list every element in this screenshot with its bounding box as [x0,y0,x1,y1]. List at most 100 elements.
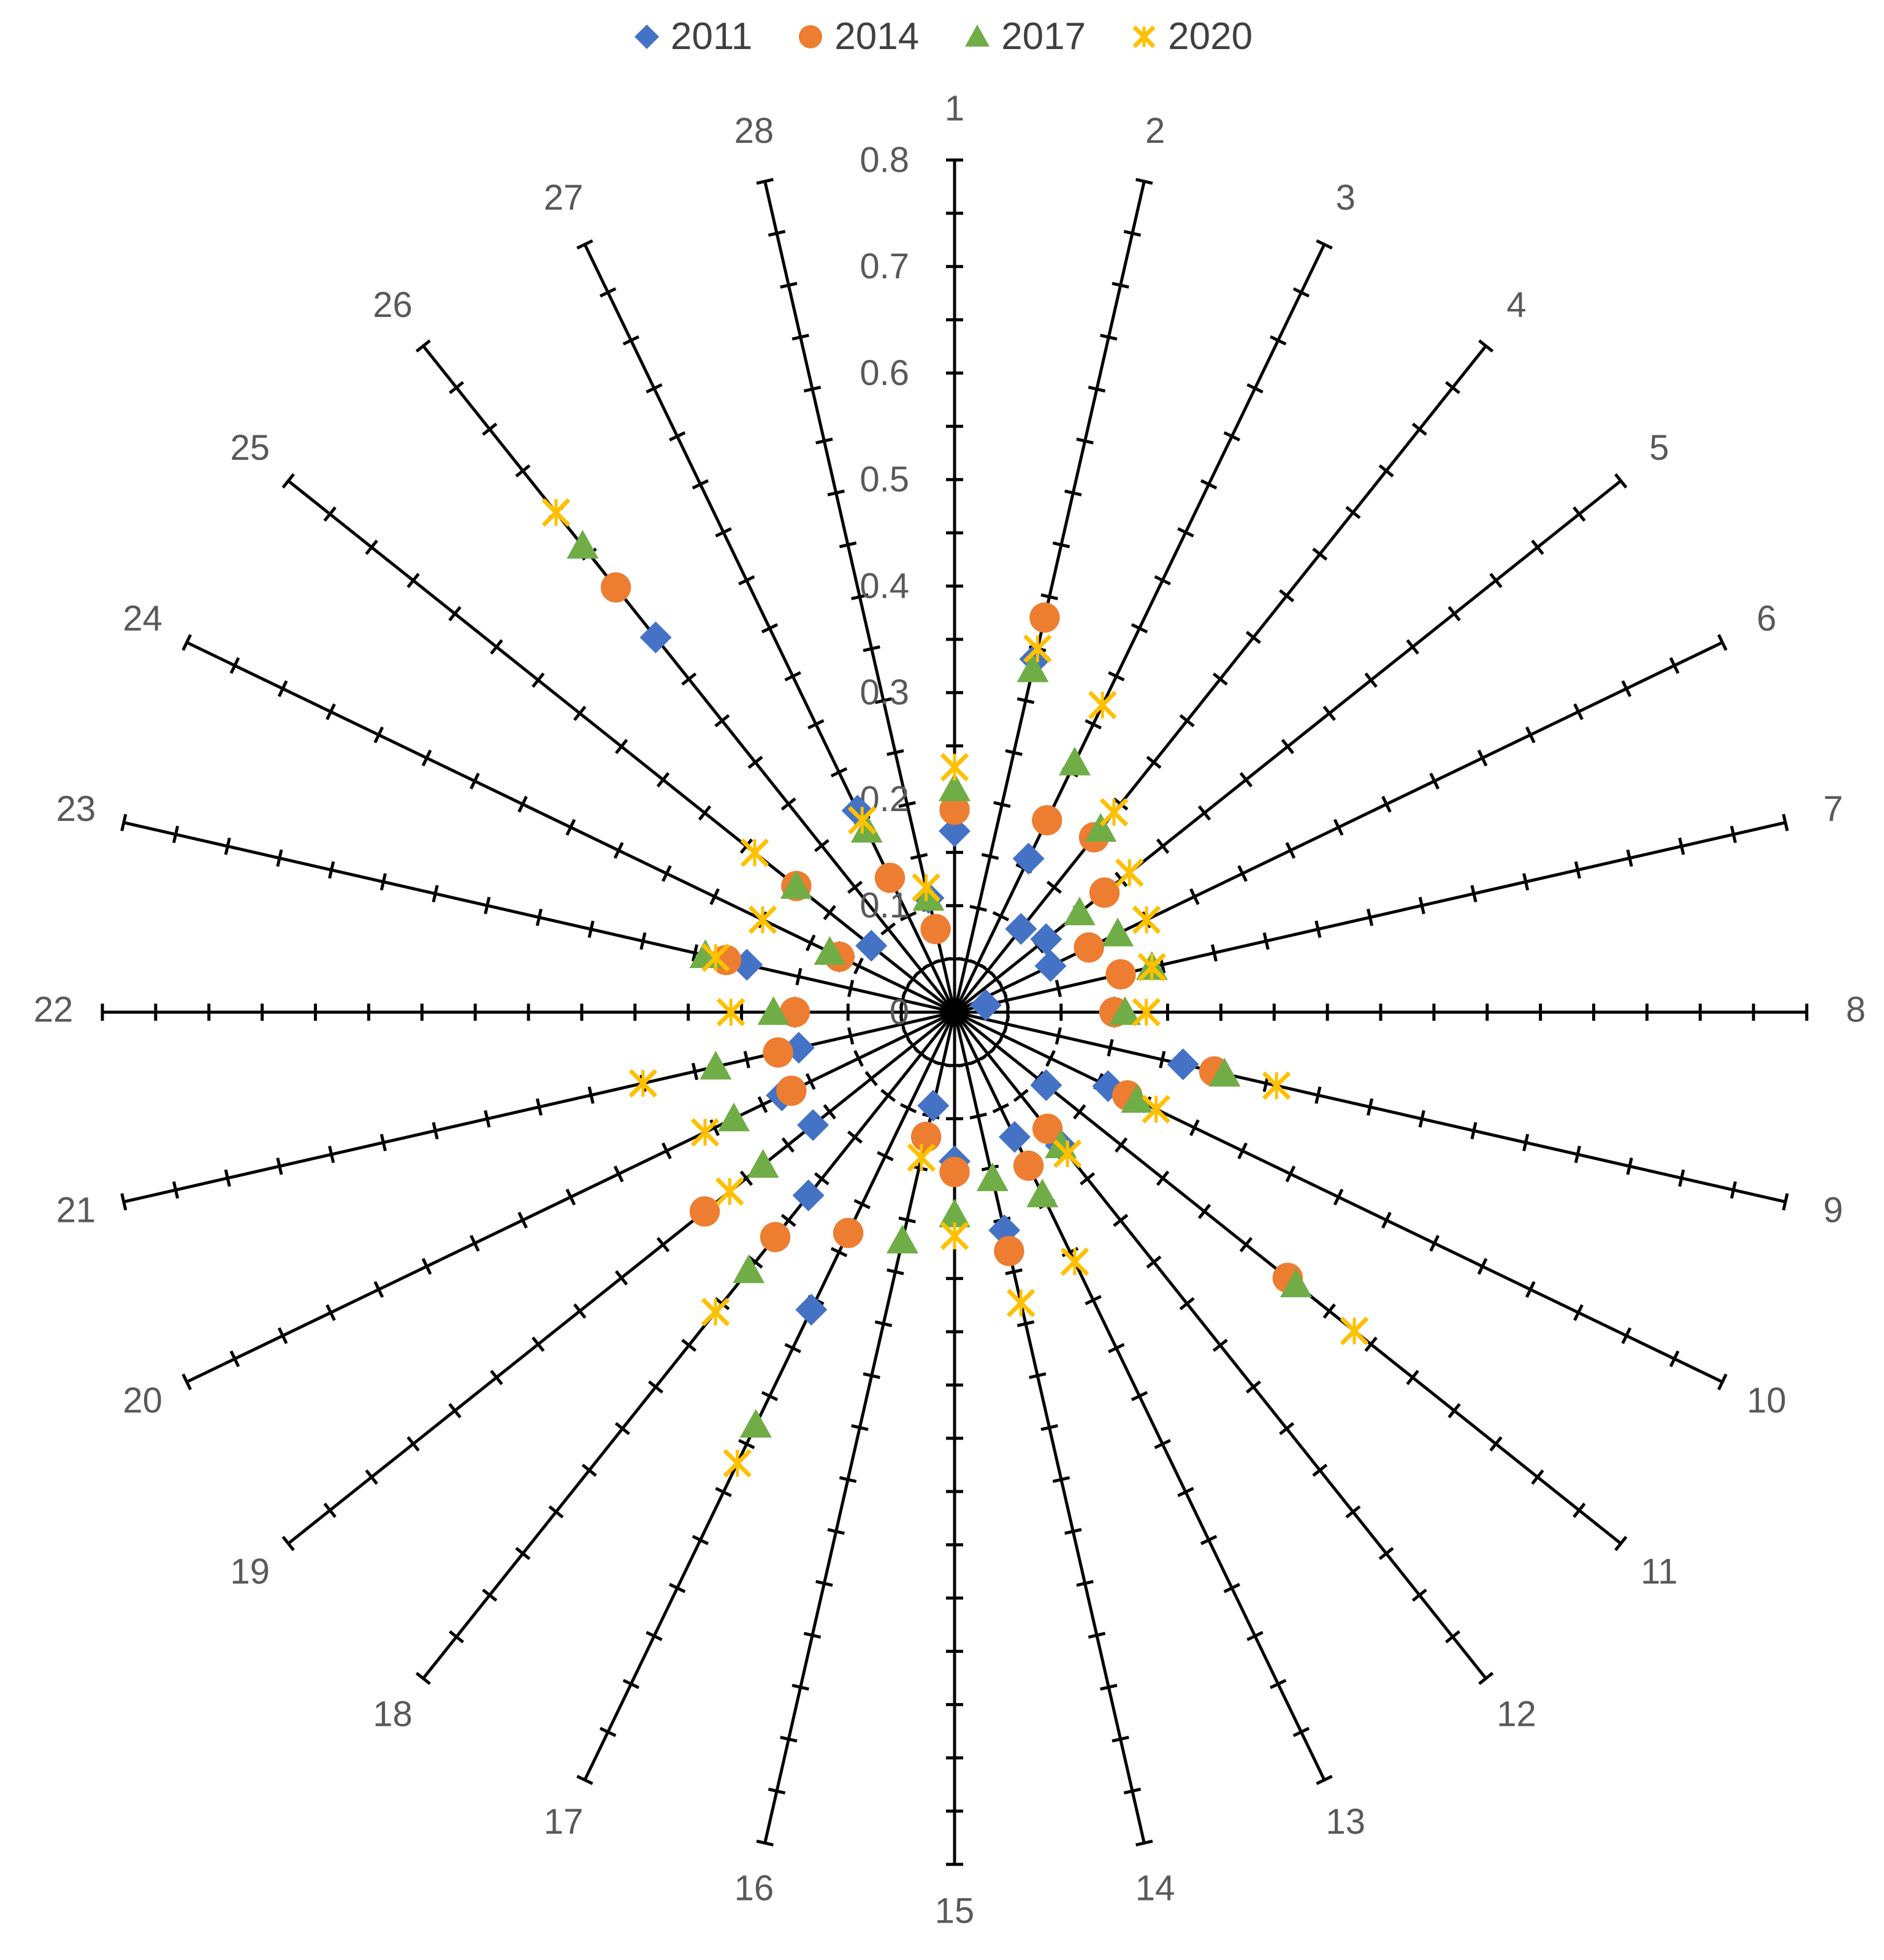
axis-tick [406,573,420,589]
axis-tick [1115,1137,1128,1153]
axis-tick [791,334,809,341]
axis-tick [535,1098,543,1116]
axis-tick [1782,1193,1789,1211]
data-point-2011-25 [855,929,888,962]
axis-tick [739,1170,753,1186]
axis-tick [421,749,432,767]
axis-tick [827,489,845,497]
axis-tick [1477,749,1488,767]
spoke-label-14: 14 [1135,1868,1175,1908]
axis-tick [1197,805,1211,821]
data-point-2017-26 [566,530,599,559]
axis-tick [853,957,864,975]
data-point-2014-5 [1089,877,1120,908]
legend-label-2017: 2017 [1001,15,1086,58]
axis-tick [1189,1119,1200,1137]
axis-tick [229,1350,240,1368]
axis-tick [681,672,697,686]
data-point-2014-12 [1032,1113,1063,1144]
axis-tick [1237,865,1248,882]
axis-tick [1270,335,1287,346]
data-point-2020-12 [1053,1139,1082,1169]
axis-tick [229,657,240,674]
axis-tick [768,229,786,237]
axis-tick [323,506,337,522]
axis-tick [576,239,593,250]
data-point-2020-4 [1099,798,1129,827]
axis-tick [934,956,952,964]
axis-tick [692,479,709,490]
data-point-2020-18 [701,1297,730,1327]
data-point-2014-27 [874,863,906,893]
axis-tick [899,911,917,921]
axis-tick [415,1672,431,1685]
axis-tick [373,1281,384,1298]
axis-tick [1531,1469,1544,1485]
axis-tick [791,1684,809,1691]
axis-tick [899,1103,917,1113]
axis-tick [548,1505,564,1519]
axis-tick [1016,1320,1035,1327]
axis-tick [969,905,987,912]
data-point-2014-22 [779,997,810,1028]
spoke-label-24: 24 [123,599,162,639]
axis-tick [1316,1775,1333,1785]
axis-tick [1669,657,1680,674]
scale-label: 0 [890,992,909,1032]
axis-tick [1135,1839,1153,1847]
axis-tick [406,1436,420,1452]
spoke-label-2: 2 [1145,111,1165,151]
axis-tick [1239,772,1253,788]
axis-tick [756,178,774,185]
data-point-2017-5 [1063,896,1096,926]
axis-tick [1470,885,1478,902]
axis-tick [738,1439,755,1449]
axis-tick [181,1373,192,1390]
axis-tick [662,865,672,882]
axis-tick [668,431,686,442]
axis-tick [565,1188,576,1206]
data-point-2020-28 [912,873,940,902]
axis-tick [823,904,836,921]
data-point-2011-9 [1167,1048,1199,1081]
legend-label-2020: 2020 [1168,15,1253,58]
axis-tick [887,1268,904,1276]
axis-tick [691,1062,699,1080]
data-point-2014-6 [1074,932,1104,963]
axis-tick [877,1151,894,1162]
axis-tick [1131,1390,1148,1401]
axis-tick [614,1422,630,1435]
axis-tick [490,639,503,655]
spoke-label-27: 27 [544,178,584,218]
axis-tick [587,920,595,938]
axis-tick [1478,339,1494,353]
axis-tick [1146,755,1162,769]
axis-tick [1055,980,1062,997]
axis-tick [691,944,699,962]
axis-tick [887,749,904,757]
legend-marker-2020 [1132,25,1156,48]
axis-tick [469,772,480,790]
axis-tick [1123,1787,1142,1795]
data-point-2020-14 [1006,1289,1035,1317]
data-point-2014-19 [689,1196,720,1227]
axis-tick [1573,703,1584,720]
spoke-label-6: 6 [1756,599,1776,639]
axis-tick [1364,672,1378,688]
axis-tick [281,473,295,489]
axis-tick [1212,672,1228,686]
axis-tick [1525,726,1536,744]
axis-tick [1717,1373,1728,1390]
axis-tick [981,853,999,860]
axis-tick [573,1303,587,1319]
axis-tick [276,849,283,867]
axis-tick [1279,1422,1295,1435]
axis-tick [1477,1257,1488,1275]
axis-tick [830,767,848,777]
axis-tick [1312,547,1328,561]
data-point-2011-3 [1012,842,1045,875]
data-point-2017-25 [780,870,812,899]
axis-tick [1013,1089,1029,1102]
axis-tick [448,606,462,622]
axis-tick [805,934,816,951]
